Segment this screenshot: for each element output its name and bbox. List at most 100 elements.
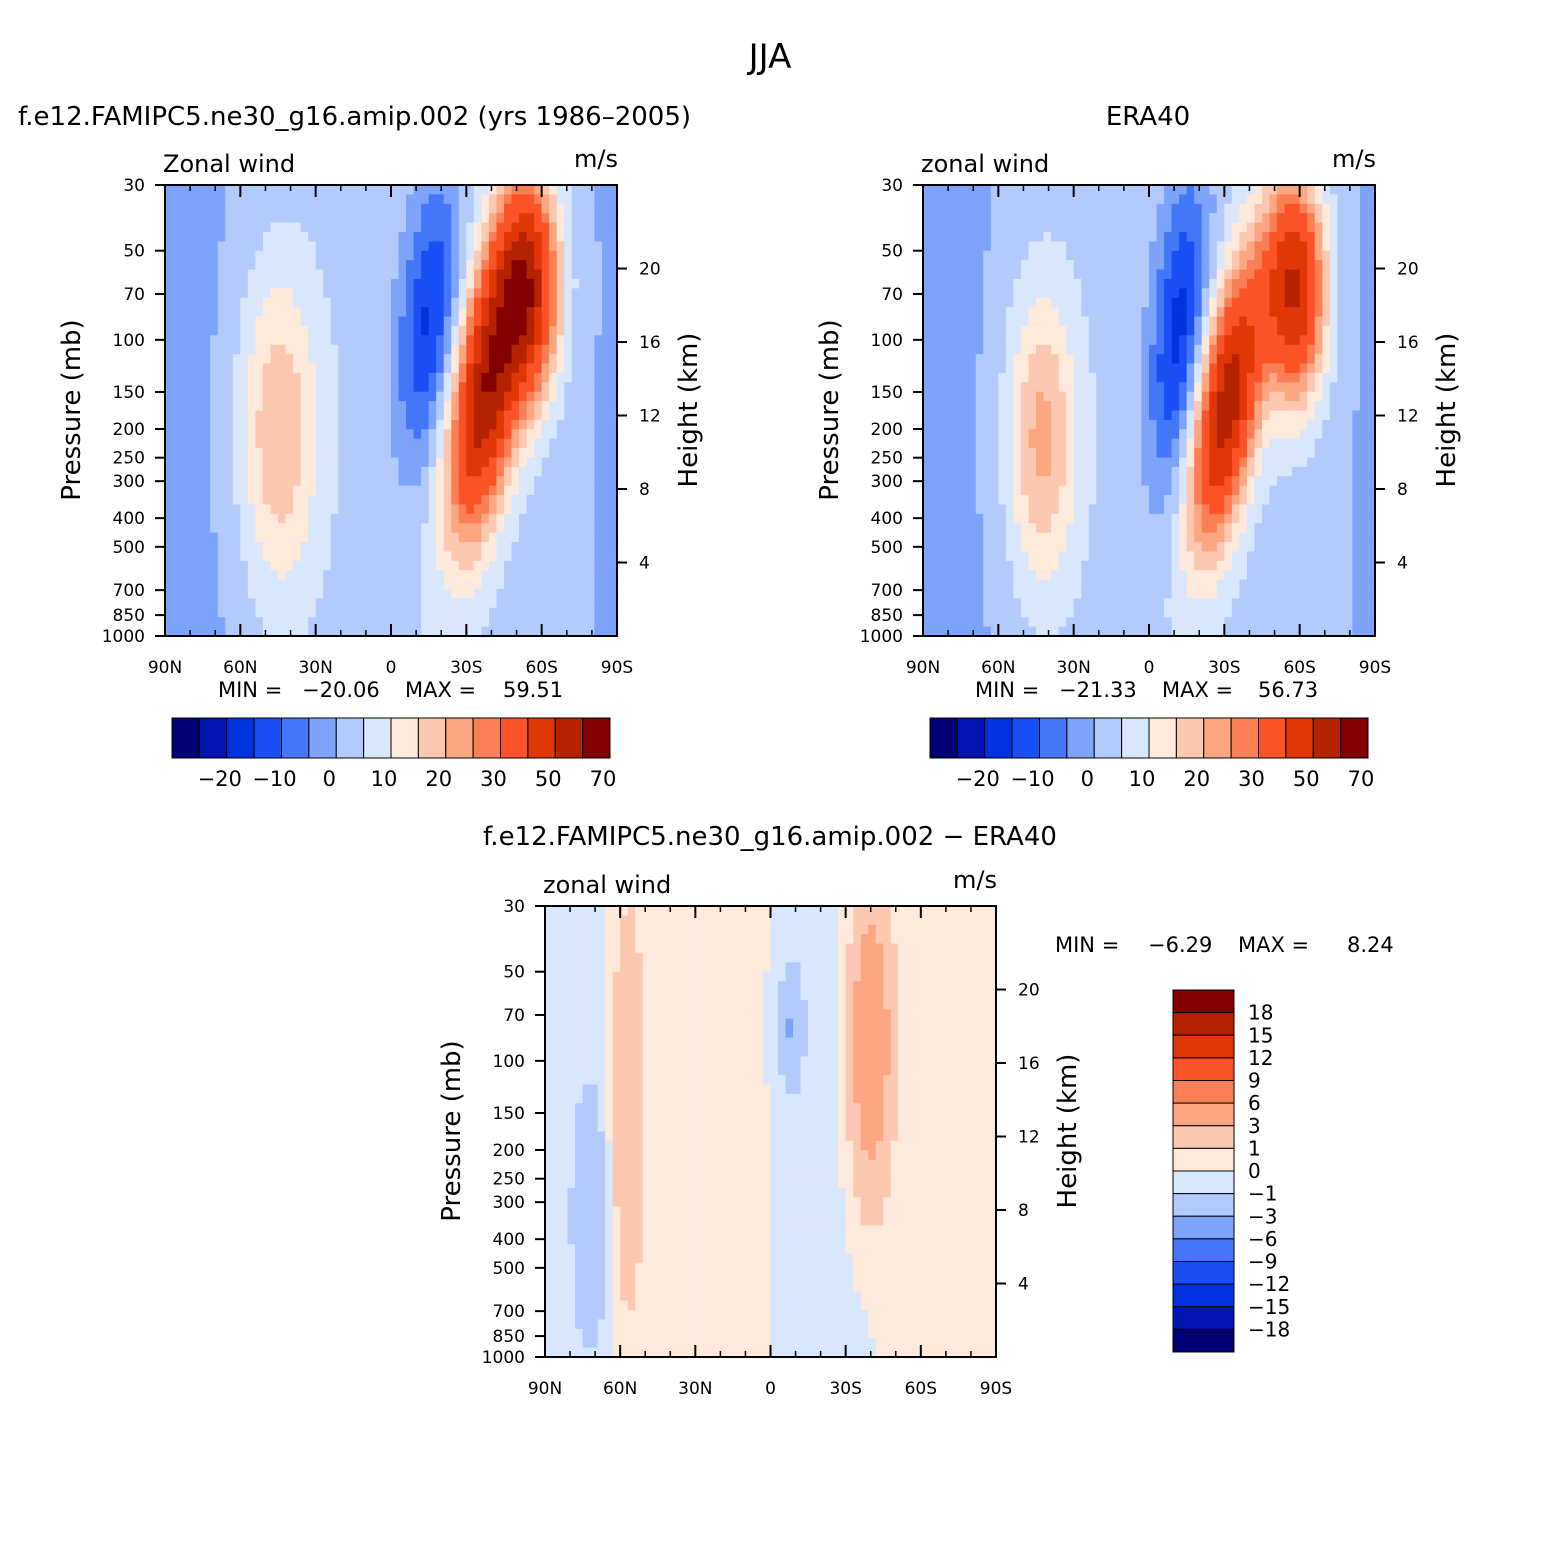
field-cell [217,410,226,421]
field-cell [1367,457,1376,468]
field-cell [975,391,984,402]
field-cell [1005,307,1014,318]
field-cell [368,551,377,562]
field-cell [541,222,550,233]
field-cell [368,213,377,224]
field-cell [466,194,475,205]
field-cell [165,607,174,618]
field-cell [210,354,219,365]
panel-title: ERA40 [1106,102,1190,132]
field-cell [1344,438,1353,449]
field-cell [519,401,528,412]
field-cell [293,231,302,242]
field-cell [1051,457,1060,468]
field-cell [601,542,611,553]
field-cell [353,363,362,374]
field-cell [247,297,256,308]
field-cell [953,410,962,421]
field-cell [998,185,1007,195]
field-cell [1118,269,1127,280]
field-cell [998,241,1007,252]
field-cell [202,542,211,553]
field-cell [1269,485,1278,496]
field-cell [406,466,415,477]
field-cell [1269,344,1278,355]
field-cell [930,457,939,468]
field-cell [541,532,550,543]
field-cell [210,222,219,233]
field-cell [217,532,226,543]
field-cell [1262,335,1271,346]
field-cell [923,448,932,459]
field-cell [360,325,369,336]
field-cell [406,532,415,543]
field-cell [383,260,392,271]
field-cell [383,363,392,374]
field-cell [1201,307,1210,318]
field-cell [1051,438,1060,449]
field-cell [1254,297,1263,308]
field-cell [210,560,219,571]
field-cell [232,203,241,214]
field-cell [1156,250,1165,261]
field-cell [345,335,354,346]
field-cell [443,495,452,506]
field-cell [564,466,573,477]
field-cell [953,363,962,374]
field-cell [1073,401,1082,412]
field-cell [586,542,595,553]
field-cell [413,288,422,299]
field-cell [1096,325,1105,336]
field-cell [983,401,992,412]
field-cell [1201,457,1210,468]
field-cell [383,250,392,261]
field-cell [586,448,595,459]
field-cell [534,579,543,590]
field-cell [1322,485,1331,496]
field-cell [511,344,520,355]
field-cell [1051,354,1060,365]
field-cell [1277,410,1286,421]
field-cell [586,372,595,383]
field-cell [975,307,984,318]
field-cell [586,241,595,252]
field-cell [345,372,354,383]
field-cell [968,213,977,224]
field-cell [481,560,490,571]
field-cell [1020,288,1030,299]
field-cell [180,203,189,214]
field-cell [458,579,467,590]
field-cell [308,222,317,233]
field-cell [549,203,558,214]
field-cell [1118,307,1127,318]
field-cell [1262,325,1271,336]
field-cell [172,213,181,224]
field-cell [990,185,999,195]
field-cell [202,626,211,637]
field-cell [960,391,969,402]
field-cell [240,579,249,590]
field-cell [1284,260,1293,271]
field-cell [1164,297,1173,308]
field-cell [345,241,354,252]
field-cell [1111,325,1120,336]
field-cell [308,448,317,459]
field-cell [473,269,482,280]
field-cell [368,466,377,477]
field-cell [571,391,580,402]
field-cell [519,457,528,468]
field-cell [953,485,962,496]
field-cell [534,607,543,618]
field-cell [1292,448,1301,459]
field-cell [1352,185,1361,195]
field-cell [1269,203,1278,214]
field-cell [360,598,369,609]
field-cell [564,344,573,355]
field-cell [975,410,984,421]
field-cell [1179,307,1188,318]
field-cell [1164,335,1173,346]
field-cell [391,457,400,468]
field-cell [519,466,528,477]
field-cell [519,551,528,562]
field-cell [202,354,211,365]
